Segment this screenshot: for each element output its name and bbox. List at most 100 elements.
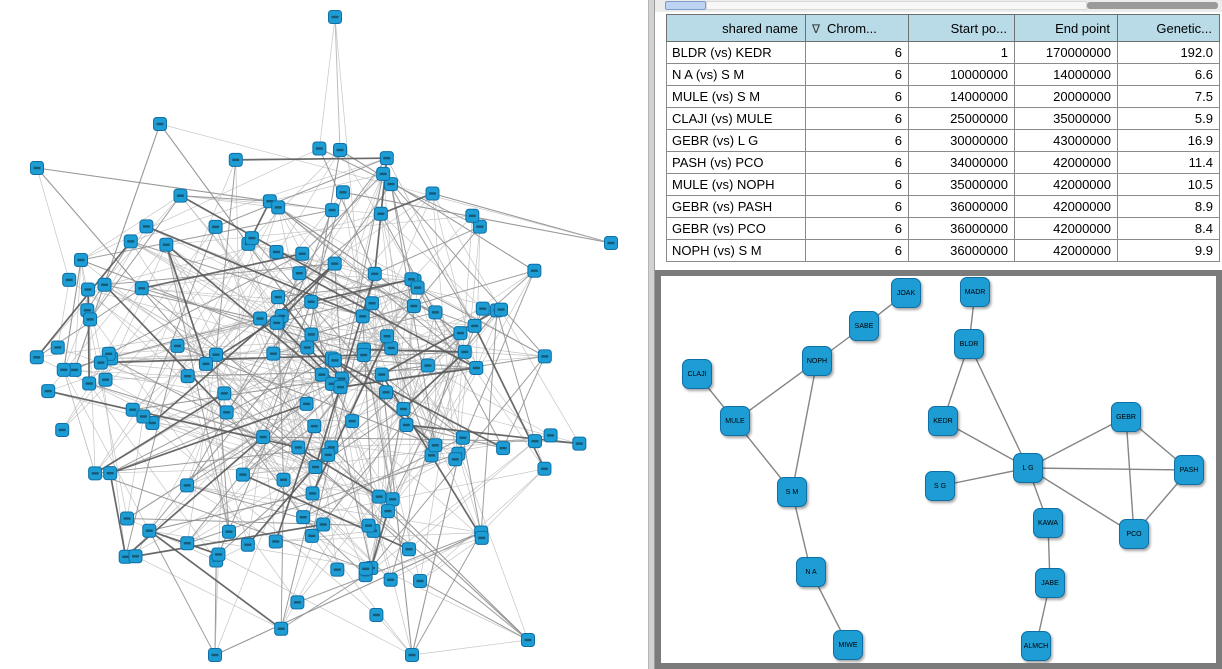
table-cell[interactable]: 25000000 — [908, 107, 1015, 130]
table-row[interactable]: MULE (vs) NOPH 6 35000000 42000000 10.5 — [666, 173, 1220, 196]
node-noph[interactable]: NOPH — [802, 346, 832, 376]
table-cell[interactable]: 8.4 — [1117, 217, 1220, 240]
column-header-chrom[interactable]: ∇ Chrom... — [805, 14, 909, 42]
table-cell[interactable]: 9.9 — [1117, 239, 1220, 262]
small-network-canvas[interactable] — [661, 276, 1216, 663]
table-cell[interactable]: 10000000 — [908, 63, 1015, 86]
table-cell[interactable]: 6 — [805, 217, 909, 240]
table-cell[interactable]: 30000000 — [908, 129, 1015, 152]
table-cell[interactable]: 6 — [805, 129, 909, 152]
node-madr[interactable]: MADR — [960, 277, 990, 307]
cell-shared-name[interactable]: CLAJI (vs) MULE — [666, 107, 806, 130]
node-gebr[interactable]: GEBR — [1111, 402, 1141, 432]
table-cell[interactable]: 5.9 — [1117, 107, 1220, 130]
table-row[interactable]: GEBR (vs) PCO 6 36000000 42000000 8.4 — [666, 217, 1220, 240]
table-row[interactable]: CLAJI (vs) MULE 6 25000000 35000000 5.9 — [666, 107, 1220, 130]
table-row[interactable]: MULE (vs) S M 6 14000000 20000000 7.5 — [666, 85, 1220, 108]
table-cell[interactable]: 20000000 — [1014, 85, 1118, 108]
table-cell[interactable]: 42000000 — [1014, 195, 1118, 218]
node-n-a[interactable]: N A — [796, 557, 826, 587]
table-cell[interactable]: 36000000 — [908, 217, 1015, 240]
cell-shared-name[interactable]: BLDR (vs) KEDR — [666, 41, 806, 64]
column-header-end-point[interactable]: End point — [1014, 14, 1118, 42]
filter-icon[interactable]: ∇ — [812, 21, 821, 36]
table-cell[interactable]: 6 — [805, 239, 909, 262]
column-header-start-po[interactable]: Start po... — [908, 14, 1015, 42]
cell-shared-name[interactable]: MULE (vs) S M — [666, 85, 806, 108]
table-cell[interactable]: 192.0 — [1117, 41, 1220, 64]
table-cell[interactable]: 36000000 — [908, 195, 1015, 218]
table-cell[interactable]: 6 — [805, 41, 909, 64]
node-l-g[interactable]: L G — [1013, 453, 1043, 483]
node-pco[interactable]: PCO — [1119, 519, 1149, 549]
table-cell[interactable]: 42000000 — [1014, 239, 1118, 262]
table-cell[interactable]: 6 — [805, 195, 909, 218]
table-cell[interactable]: 1 — [908, 41, 1015, 64]
scrollbar-thumb-blue[interactable] — [665, 1, 706, 10]
table-row[interactable]: BLDR (vs) KEDR 6 1 170000000 192.0 — [666, 41, 1220, 64]
network-edge[interactable] — [1027, 467, 1135, 535]
scrollbar-track[interactable] — [706, 1, 1087, 10]
table-row[interactable]: N A (vs) S M 6 10000000 14000000 6.6 — [666, 63, 1220, 86]
table-cell[interactable]: 7.5 — [1117, 85, 1220, 108]
node-mule[interactable]: MULE — [720, 406, 750, 436]
node-joak[interactable]: JOAK — [891, 278, 921, 308]
scrollbar-thumb-gray[interactable] — [1087, 2, 1218, 9]
node-claji[interactable]: CLAJI — [682, 359, 712, 389]
table-cell[interactable]: 6 — [805, 173, 909, 196]
table-cell[interactable]: 14000000 — [1014, 63, 1118, 86]
cell-shared-name[interactable]: MULE (vs) NOPH — [666, 173, 806, 196]
table-cell[interactable]: 42000000 — [1014, 151, 1118, 174]
table-cell[interactable]: 6 — [805, 85, 909, 108]
node-jabe[interactable]: JABE — [1035, 568, 1065, 598]
column-header-genetic[interactable]: Genetic... — [1117, 14, 1220, 42]
node-almch[interactable]: ALMCH — [1021, 631, 1051, 661]
table-cell[interactable]: 34000000 — [908, 151, 1015, 174]
table-cell[interactable]: 170000000 — [1014, 41, 1118, 64]
table-cell[interactable]: 16.9 — [1117, 129, 1220, 152]
table-cell[interactable]: 11.4 — [1117, 151, 1220, 174]
hairball-canvas[interactable] — [0, 0, 648, 669]
node-bldr[interactable]: BLDR — [954, 329, 984, 359]
panel-splitter[interactable] — [648, 0, 655, 669]
cell-shared-name[interactable]: GEBR (vs) PASH — [666, 195, 806, 218]
table-cell[interactable]: 14000000 — [908, 85, 1015, 108]
table-cell[interactable]: 8.9 — [1117, 195, 1220, 218]
network-edge[interactable] — [968, 343, 1029, 469]
graph-node-label — [280, 478, 288, 481]
node-s-g[interactable]: S G — [925, 471, 955, 501]
network-edge[interactable] — [1027, 416, 1127, 469]
graph-edge — [80, 195, 181, 261]
table-cell[interactable]: 10.5 — [1117, 173, 1220, 196]
network-edge[interactable] — [791, 360, 818, 493]
table-cell[interactable]: 6.6 — [1117, 63, 1220, 86]
table-cell[interactable]: 35000000 — [908, 173, 1015, 196]
table-row[interactable]: GEBR (vs) L G 6 30000000 43000000 16.9 — [666, 129, 1220, 152]
node-s-m[interactable]: S M — [777, 477, 807, 507]
cell-shared-name[interactable]: N A (vs) S M — [666, 63, 806, 86]
table-cell[interactable]: 43000000 — [1014, 129, 1118, 152]
table-cell[interactable]: 42000000 — [1014, 217, 1118, 240]
table-cell[interactable]: 6 — [805, 63, 909, 86]
cell-shared-name[interactable]: GEBR (vs) PCO — [666, 217, 806, 240]
graph-node-label — [184, 374, 192, 378]
node-miwe[interactable]: MIWE — [833, 630, 863, 660]
node-kedr[interactable]: KEDR — [928, 406, 958, 436]
column-header-shared-name[interactable]: shared name — [666, 14, 806, 42]
table-cell[interactable]: 35000000 — [1014, 107, 1118, 130]
cell-shared-name[interactable]: PASH (vs) PCO — [666, 151, 806, 174]
network-edge[interactable] — [1125, 416, 1135, 535]
node-kawa[interactable]: KAWA — [1033, 508, 1063, 538]
table-cell[interactable]: 36000000 — [908, 239, 1015, 262]
table-row[interactable]: GEBR (vs) PASH 6 36000000 42000000 8.9 — [666, 195, 1220, 218]
cell-shared-name[interactable]: GEBR (vs) L G — [666, 129, 806, 152]
table-row[interactable]: NOPH (vs) S M 6 36000000 42000000 9.9 — [666, 239, 1220, 262]
table-cell[interactable]: 42000000 — [1014, 173, 1118, 196]
table-cell[interactable]: 6 — [805, 151, 909, 174]
cell-shared-name[interactable]: NOPH (vs) S M — [666, 239, 806, 262]
node-pash[interactable]: PASH — [1174, 455, 1204, 485]
network-edge[interactable] — [1027, 467, 1190, 471]
table-row[interactable]: PASH (vs) PCO 6 34000000 42000000 11.4 — [666, 151, 1220, 174]
node-sabe[interactable]: SABE — [849, 311, 879, 341]
table-cell[interactable]: 6 — [805, 107, 909, 130]
